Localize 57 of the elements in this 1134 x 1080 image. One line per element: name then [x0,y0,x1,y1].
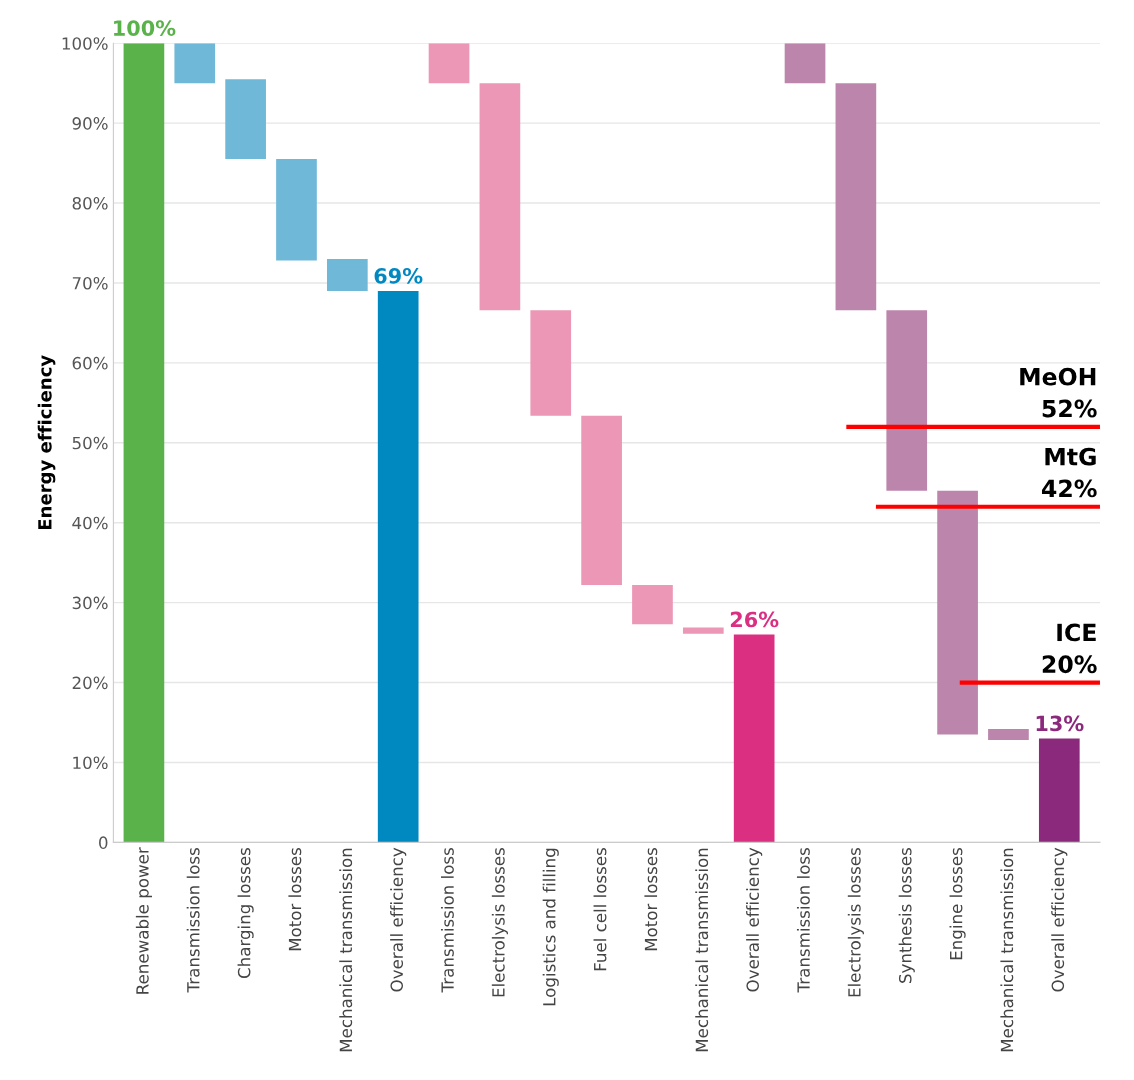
x-tick-label: Mechanical transmission [1000,848,1014,1052]
data-label: 69% [374,267,423,284]
y-axis-title: Energy efficiency [37,355,56,530]
bar [326,258,368,291]
x-tick-label: Mechanical transmission [695,848,709,1052]
bar [123,43,165,843]
bar [1038,738,1080,843]
x-tick-label: Motor losses [644,848,658,951]
bar [428,43,470,84]
x-tick-label: Motor losses [288,848,302,951]
x-tick-label: Transmission loss [440,848,454,993]
bar [886,310,928,491]
bar [581,415,622,586]
x-tick-label: Electrolysis losses [847,848,864,997]
bar [225,79,266,160]
ref-line-label: ICE 20% [1042,623,1097,674]
bar [784,43,826,84]
data-label: 13% [1036,715,1084,732]
data-label: 100% [114,20,176,36]
bar [733,634,775,843]
bar [479,83,521,311]
bar [682,627,724,634]
data-label: 26% [730,611,779,628]
y-tick-label: 20% [72,676,108,690]
ref-line-label: MeOH 52% [1020,367,1097,418]
y-tick-label: 100% [62,37,108,50]
x-tick-label: Synthesis losses [898,848,915,983]
x-tick-label: Fuel cell losses [593,848,607,971]
bar [377,290,419,843]
x-tick-label: Charging losses [237,848,254,979]
y-tick-label: 90% [72,117,108,130]
bar [174,43,216,84]
y-tick-label: 40% [72,516,108,530]
x-tick-label: Transmission loss [186,848,200,993]
x-tick-label: Overall efficiency [390,847,407,992]
x-tick-label: Transmission loss [796,848,810,993]
y-tick-label: 30% [72,596,108,610]
y-tick-label: 80% [72,197,108,210]
bar [988,728,1029,741]
y-tick-label: 0 [99,836,108,849]
x-tick-label: Overall efficiency [746,847,763,992]
x-tick-label: Logistics and filling [542,848,559,1006]
y-tick-label: 50% [72,436,108,450]
x-tick-label: Renewable power [135,847,152,994]
x-tick-label: Engine losses [949,848,966,960]
bar [530,310,572,416]
x-tick-label: Overall efficiency [1051,847,1068,992]
y-tick-label: 10% [73,756,108,770]
ref-line-label: MtG 42% [1041,447,1097,498]
x-tick-label: Electrolysis losses [491,848,508,997]
x-tick-label: Mechanical transmission [339,848,353,1052]
bar [276,159,317,261]
bar [937,490,978,735]
bar [835,83,877,311]
y-tick-label: 70% [72,276,108,290]
bar [632,585,673,625]
y-tick-label: 60% [72,356,108,370]
